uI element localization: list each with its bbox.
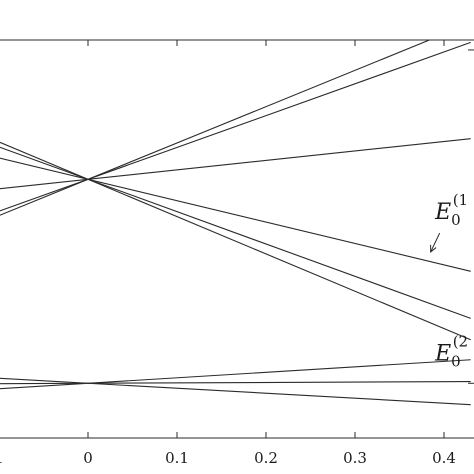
- series-line-group2-3: [0, 377, 471, 406]
- series-line-group1-6: [0, 141, 471, 341]
- annotation-arrow: [430, 232, 441, 253]
- series-line-group1-2: [0, 41, 471, 212]
- annotation-arrowhead: [430, 244, 437, 253]
- x-tick-label: 0.1: [165, 449, 189, 467]
- series-label-1: E0(1: [434, 191, 468, 229]
- tick-labels: 1 0 0.1 0.2 0.3 0.4: [0, 449, 456, 467]
- series-line-group1-4: [0, 157, 471, 272]
- x-tick-label: 0.2: [254, 449, 278, 467]
- annotations: E0(1 E0(2: [430, 191, 468, 370]
- x-tick-label: 0.4: [432, 449, 456, 467]
- series-line-group2-1: [0, 359, 471, 390]
- x-tick-label: 0: [83, 449, 93, 467]
- x-tick-label: 0.3: [343, 449, 367, 467]
- x-tick-label: 1: [0, 449, 4, 467]
- series-label-2: E0(2: [434, 332, 468, 370]
- series-line-group1-3: [0, 138, 471, 190]
- series-line-group2-2: [0, 381, 471, 385]
- series-lines: [0, 40, 471, 406]
- axis-ticks: [87, 40, 474, 438]
